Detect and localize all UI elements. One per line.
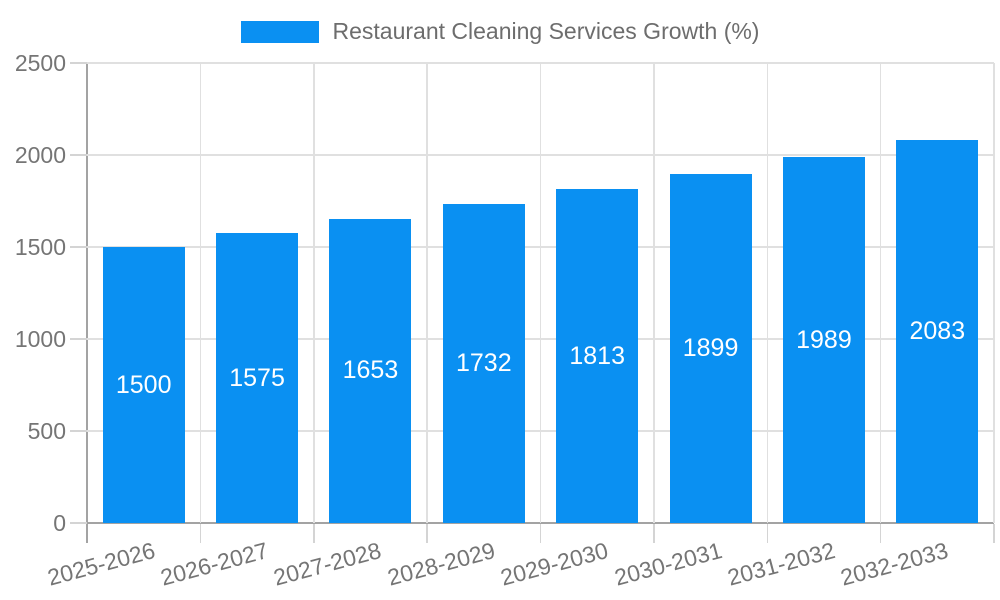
x-axis-tick xyxy=(766,524,768,543)
x-axis-tick xyxy=(426,524,428,543)
x-axis-tick-label: 2030-2031 xyxy=(611,537,725,591)
y-axis-line xyxy=(86,63,88,543)
bar-value-label: 1989 xyxy=(796,325,852,354)
x-axis-tick-label: 2031-2032 xyxy=(724,537,838,591)
bar-2032-2033[interactable]: 2083 xyxy=(896,139,979,523)
bar-value-label: 1732 xyxy=(456,349,512,378)
y-axis-tick xyxy=(70,246,87,248)
x-axis-tick xyxy=(653,524,655,543)
x-axis-tick-label: 2028-2029 xyxy=(384,537,498,591)
v-gridline xyxy=(993,63,995,523)
y-axis-tick-label: 500 xyxy=(27,418,66,444)
y-axis-tick xyxy=(70,338,87,340)
bar-2029-2030[interactable]: 1813 xyxy=(556,189,639,523)
bar-value-label: 1899 xyxy=(682,333,739,362)
x-axis-tick xyxy=(199,524,202,543)
bar-value-label: 1653 xyxy=(342,356,399,385)
bar-value-label: 1500 xyxy=(115,370,172,399)
chart-legend[interactable]: Restaurant Cleaning Services Growth (%) xyxy=(0,18,1000,45)
bar-2027-2028[interactable]: 1653 xyxy=(329,218,412,523)
y-axis-tick xyxy=(70,522,87,524)
x-axis-tick xyxy=(879,524,882,543)
x-axis-tick-label: 2025-2026 xyxy=(44,537,158,591)
bar-value-label: 1813 xyxy=(569,341,625,370)
plot-area: 1500 1575 1653 1732 1813 1899 1989 2083 xyxy=(87,62,995,523)
v-gridline xyxy=(653,63,655,523)
bar-value-label: 1575 xyxy=(229,363,285,392)
x-axis-tick xyxy=(993,524,995,543)
v-gridline xyxy=(199,63,202,523)
x-axis-line xyxy=(87,522,994,524)
y-axis-tick-label: 1000 xyxy=(14,326,66,352)
bar-value-label: 2083 xyxy=(909,316,966,345)
x-axis-tick xyxy=(539,524,542,543)
x-axis-tick-label: 2029-2030 xyxy=(497,537,611,591)
v-gridline xyxy=(879,63,882,523)
bar-2028-2029[interactable]: 1732 xyxy=(442,204,525,523)
x-axis-tick-label: 2026-2027 xyxy=(157,537,271,591)
y-axis-tick-label: 2500 xyxy=(14,50,66,76)
bar-2025-2026[interactable]: 1500 xyxy=(102,247,185,523)
y-axis-tick xyxy=(70,430,87,432)
y-axis-tick-label: 1500 xyxy=(14,234,66,260)
legend-swatch-icon[interactable] xyxy=(240,20,319,43)
bar-2031-2032[interactable]: 1989 xyxy=(782,157,865,523)
v-gridline xyxy=(313,63,315,523)
x-axis-tick xyxy=(313,524,315,543)
y-axis-tick xyxy=(70,62,87,64)
legend-label[interactable]: Restaurant Cleaning Services Growth (%) xyxy=(332,18,760,44)
x-axis-tick-label: 2027-2028 xyxy=(271,537,385,591)
x-axis-tick-label: 2032-2033 xyxy=(838,537,952,591)
y-axis-tick-label: 0 xyxy=(53,510,66,536)
v-gridline xyxy=(539,63,542,523)
y-axis-tick-label: 2000 xyxy=(14,142,66,168)
y-axis-tick xyxy=(70,154,87,156)
v-gridline xyxy=(766,63,768,523)
bar-2026-2027[interactable]: 1575 xyxy=(216,233,299,523)
bar-2030-2031[interactable]: 1899 xyxy=(669,173,752,523)
v-gridline xyxy=(426,63,428,523)
